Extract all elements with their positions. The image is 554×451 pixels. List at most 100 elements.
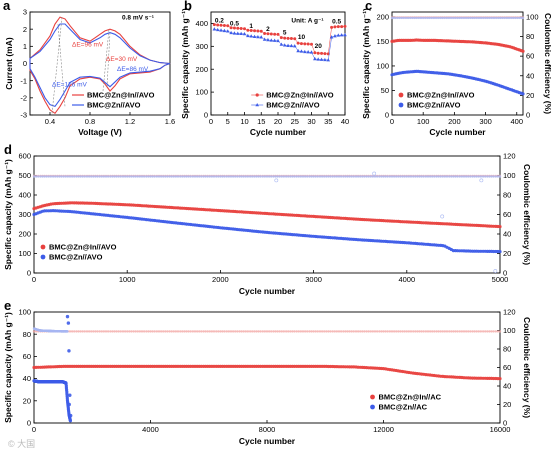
ce-point [437, 175, 440, 178]
x-tick-label: 8000 [259, 425, 276, 434]
plot-area [390, 16, 525, 96]
ce-point [176, 175, 180, 178]
ce-point [395, 175, 398, 178]
ce-point [437, 16, 440, 20]
ce-point [96, 175, 99, 178]
ce-point [312, 175, 315, 178]
y2-tick-label: 100 [503, 171, 516, 180]
ce-point [446, 16, 450, 20]
ce-point [371, 330, 375, 333]
ce-point [424, 175, 428, 178]
ce-point [431, 330, 434, 333]
ce-point [344, 175, 347, 178]
x-tick-label: 2000 [212, 275, 229, 284]
data-point [225, 29, 230, 33]
ce-point [92, 330, 95, 333]
ce-point [236, 330, 239, 333]
ce-point [437, 330, 440, 333]
x-tick-label: 25 [291, 117, 299, 126]
ce-point [223, 330, 226, 333]
ce-point [282, 175, 286, 178]
ce-point [227, 175, 231, 178]
data-point [326, 58, 331, 62]
x-tick-label: 16000 [490, 425, 511, 434]
ce-point [100, 175, 104, 178]
ce-point [454, 175, 457, 178]
y2-tick-label: 0 [503, 269, 507, 278]
data-point [212, 27, 217, 31]
ce-point [491, 16, 495, 20]
ce-outlier [274, 178, 279, 183]
ce-point [291, 175, 294, 178]
y2-tick-label: 60 [503, 363, 511, 372]
ce-point [77, 330, 80, 333]
ce-point [456, 330, 459, 333]
ce-point [58, 175, 61, 178]
ce-point [130, 330, 133, 333]
ce-point [198, 175, 201, 178]
ce-point [431, 175, 434, 178]
x-tick-label: 5 [226, 117, 230, 126]
ce-point [454, 330, 457, 333]
ce-point [443, 330, 447, 333]
ce-point [441, 16, 444, 20]
ce-point [217, 330, 220, 333]
ce-point [242, 330, 245, 333]
ce-point [441, 175, 444, 178]
ce-outlier [65, 314, 70, 319]
ce-point [471, 175, 474, 178]
y2-tick-label: 20 [503, 400, 511, 409]
ce-point [420, 16, 424, 20]
y-axis-label: Specific capacity (mAh g⁻¹) [3, 159, 13, 270]
ce-point [238, 175, 241, 178]
ce-point [473, 175, 476, 178]
ce-point [208, 330, 211, 333]
ce-point [333, 330, 336, 333]
ce-point [106, 330, 110, 333]
ce-point [314, 175, 317, 178]
ce-point [325, 175, 328, 178]
annotation: 0.8 mV s⁻¹ [122, 15, 154, 22]
x-axis-label: Cycle number [429, 127, 486, 137]
ce-point [92, 175, 95, 178]
ce-point [126, 330, 129, 333]
ce-point [386, 175, 389, 178]
rate-label: 0.5 [332, 18, 341, 25]
capacity-point [498, 250, 502, 254]
ce-point [166, 330, 169, 333]
ce-point [227, 330, 231, 333]
ce-point [403, 175, 406, 178]
ce-point [316, 175, 319, 178]
plot-area [32, 171, 502, 273]
ce-point [352, 330, 355, 333]
ce-point [486, 330, 489, 333]
legend-label: BMC@Zn//AVO [266, 101, 320, 110]
ce-point [335, 330, 339, 333]
ce-point [467, 16, 470, 20]
ce-point [473, 16, 476, 20]
ce-point [494, 175, 497, 178]
capacity-point [212, 364, 216, 368]
ce-point [318, 175, 322, 178]
ce-point [159, 330, 163, 333]
ce-point [70, 330, 74, 333]
rate-label: 1 [249, 23, 253, 30]
ce-point [320, 175, 324, 178]
legend-label: BMC@Zn@In//AVO [49, 243, 117, 252]
data-point [279, 42, 284, 46]
ce-outlier [67, 402, 71, 407]
ce-point [386, 330, 389, 333]
x-tick-label: 1000 [119, 275, 136, 284]
ce-point [221, 175, 224, 178]
ce-point [463, 16, 467, 20]
ce-point [460, 330, 464, 333]
ce-point [128, 330, 131, 333]
ce-point [73, 330, 76, 333]
ce-point [90, 330, 93, 333]
ce-point [259, 330, 262, 333]
ce-point [41, 175, 44, 178]
ce-point [443, 175, 447, 178]
ce-point [299, 175, 303, 178]
ce-point [356, 175, 360, 178]
